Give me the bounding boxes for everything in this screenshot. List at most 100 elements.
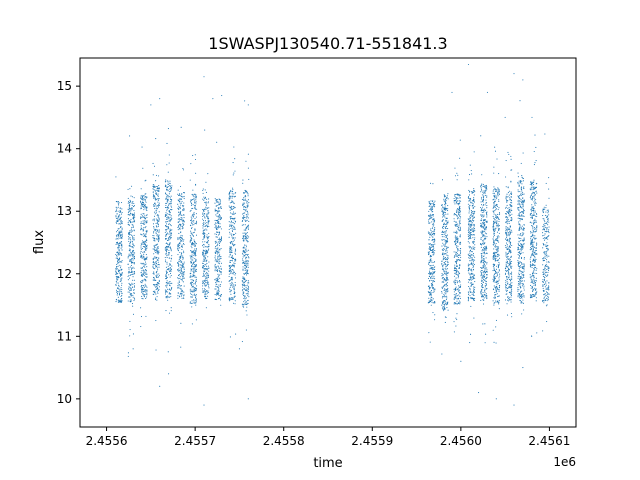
data-point xyxy=(193,211,195,213)
data-point xyxy=(247,205,249,207)
data-point xyxy=(132,262,134,264)
data-point xyxy=(443,262,446,264)
data-points xyxy=(115,63,550,406)
data-point xyxy=(430,205,432,207)
data-point xyxy=(471,234,473,236)
data-point xyxy=(485,278,487,280)
data-point xyxy=(453,231,455,233)
data-point xyxy=(457,228,459,230)
data-point xyxy=(206,250,208,252)
data-point xyxy=(193,198,195,200)
data-point xyxy=(444,257,446,259)
data-point xyxy=(231,281,233,283)
data-point xyxy=(454,203,456,205)
data-point xyxy=(472,248,474,250)
data-point xyxy=(131,282,133,284)
data-point xyxy=(469,288,471,290)
data-point xyxy=(244,199,246,201)
data-point xyxy=(192,259,194,261)
data-point xyxy=(202,218,204,220)
data-point xyxy=(115,289,118,291)
data-point xyxy=(145,297,147,299)
data-point xyxy=(482,191,484,193)
data-point xyxy=(495,288,497,290)
data-point xyxy=(217,211,219,213)
data-point xyxy=(193,231,195,233)
data-point xyxy=(179,194,181,196)
data-point xyxy=(171,282,173,284)
data-point xyxy=(469,214,471,216)
data-point xyxy=(496,196,498,198)
data-point xyxy=(242,202,244,204)
data-point xyxy=(196,208,198,210)
data-point xyxy=(468,210,470,212)
data-point xyxy=(167,181,169,183)
data-point xyxy=(498,287,500,289)
data-point xyxy=(155,297,157,299)
data-point xyxy=(156,238,158,240)
data-point xyxy=(428,288,430,290)
data-point xyxy=(456,231,458,233)
data-point xyxy=(166,277,168,279)
data-point xyxy=(168,269,170,271)
data-point xyxy=(228,265,230,268)
data-point xyxy=(456,300,458,302)
data-point xyxy=(443,225,445,227)
data-point xyxy=(143,279,145,281)
data-point xyxy=(141,234,143,236)
data-point xyxy=(166,255,168,257)
data-point xyxy=(152,219,154,221)
data-point xyxy=(228,297,230,299)
data-point xyxy=(193,293,195,295)
data-point xyxy=(243,197,245,199)
data-point xyxy=(143,295,145,297)
data-point xyxy=(243,276,245,278)
data-point xyxy=(115,215,117,217)
data-point xyxy=(232,264,234,266)
data-point xyxy=(142,230,144,232)
data-point xyxy=(447,205,449,207)
data-point xyxy=(177,189,179,191)
data-point xyxy=(145,293,147,295)
data-point xyxy=(434,243,436,245)
data-point xyxy=(217,218,220,220)
data-point xyxy=(456,203,458,205)
data-point xyxy=(157,292,159,294)
data-point xyxy=(434,200,436,202)
data-point xyxy=(458,290,460,292)
data-point xyxy=(165,296,167,298)
data-point xyxy=(142,291,145,293)
data-point xyxy=(206,238,208,240)
data-point xyxy=(483,239,485,241)
data-point xyxy=(144,261,147,263)
data-point xyxy=(228,280,230,282)
data-point xyxy=(444,246,446,248)
data-point xyxy=(474,286,476,288)
data-point xyxy=(469,218,471,220)
data-point xyxy=(156,239,158,241)
data-point xyxy=(165,297,167,299)
data-point xyxy=(468,255,470,257)
data-point xyxy=(232,238,234,240)
data-point xyxy=(458,254,460,256)
data-point xyxy=(117,218,119,220)
data-point xyxy=(444,272,446,275)
data-point xyxy=(231,201,233,203)
data-point xyxy=(472,200,474,202)
data-point xyxy=(220,218,222,220)
data-point xyxy=(166,216,168,218)
data-point xyxy=(128,209,130,211)
data-point xyxy=(142,288,144,290)
data-point xyxy=(118,248,120,250)
data-point xyxy=(193,220,195,222)
data-point xyxy=(155,233,157,235)
data-point xyxy=(244,224,246,226)
data-point xyxy=(231,200,233,202)
data-point xyxy=(458,259,460,261)
data-point xyxy=(192,243,194,245)
data-point xyxy=(133,256,135,258)
data-point xyxy=(133,297,135,299)
data-point xyxy=(157,247,159,249)
data-point xyxy=(170,232,172,234)
data-point xyxy=(195,301,197,303)
